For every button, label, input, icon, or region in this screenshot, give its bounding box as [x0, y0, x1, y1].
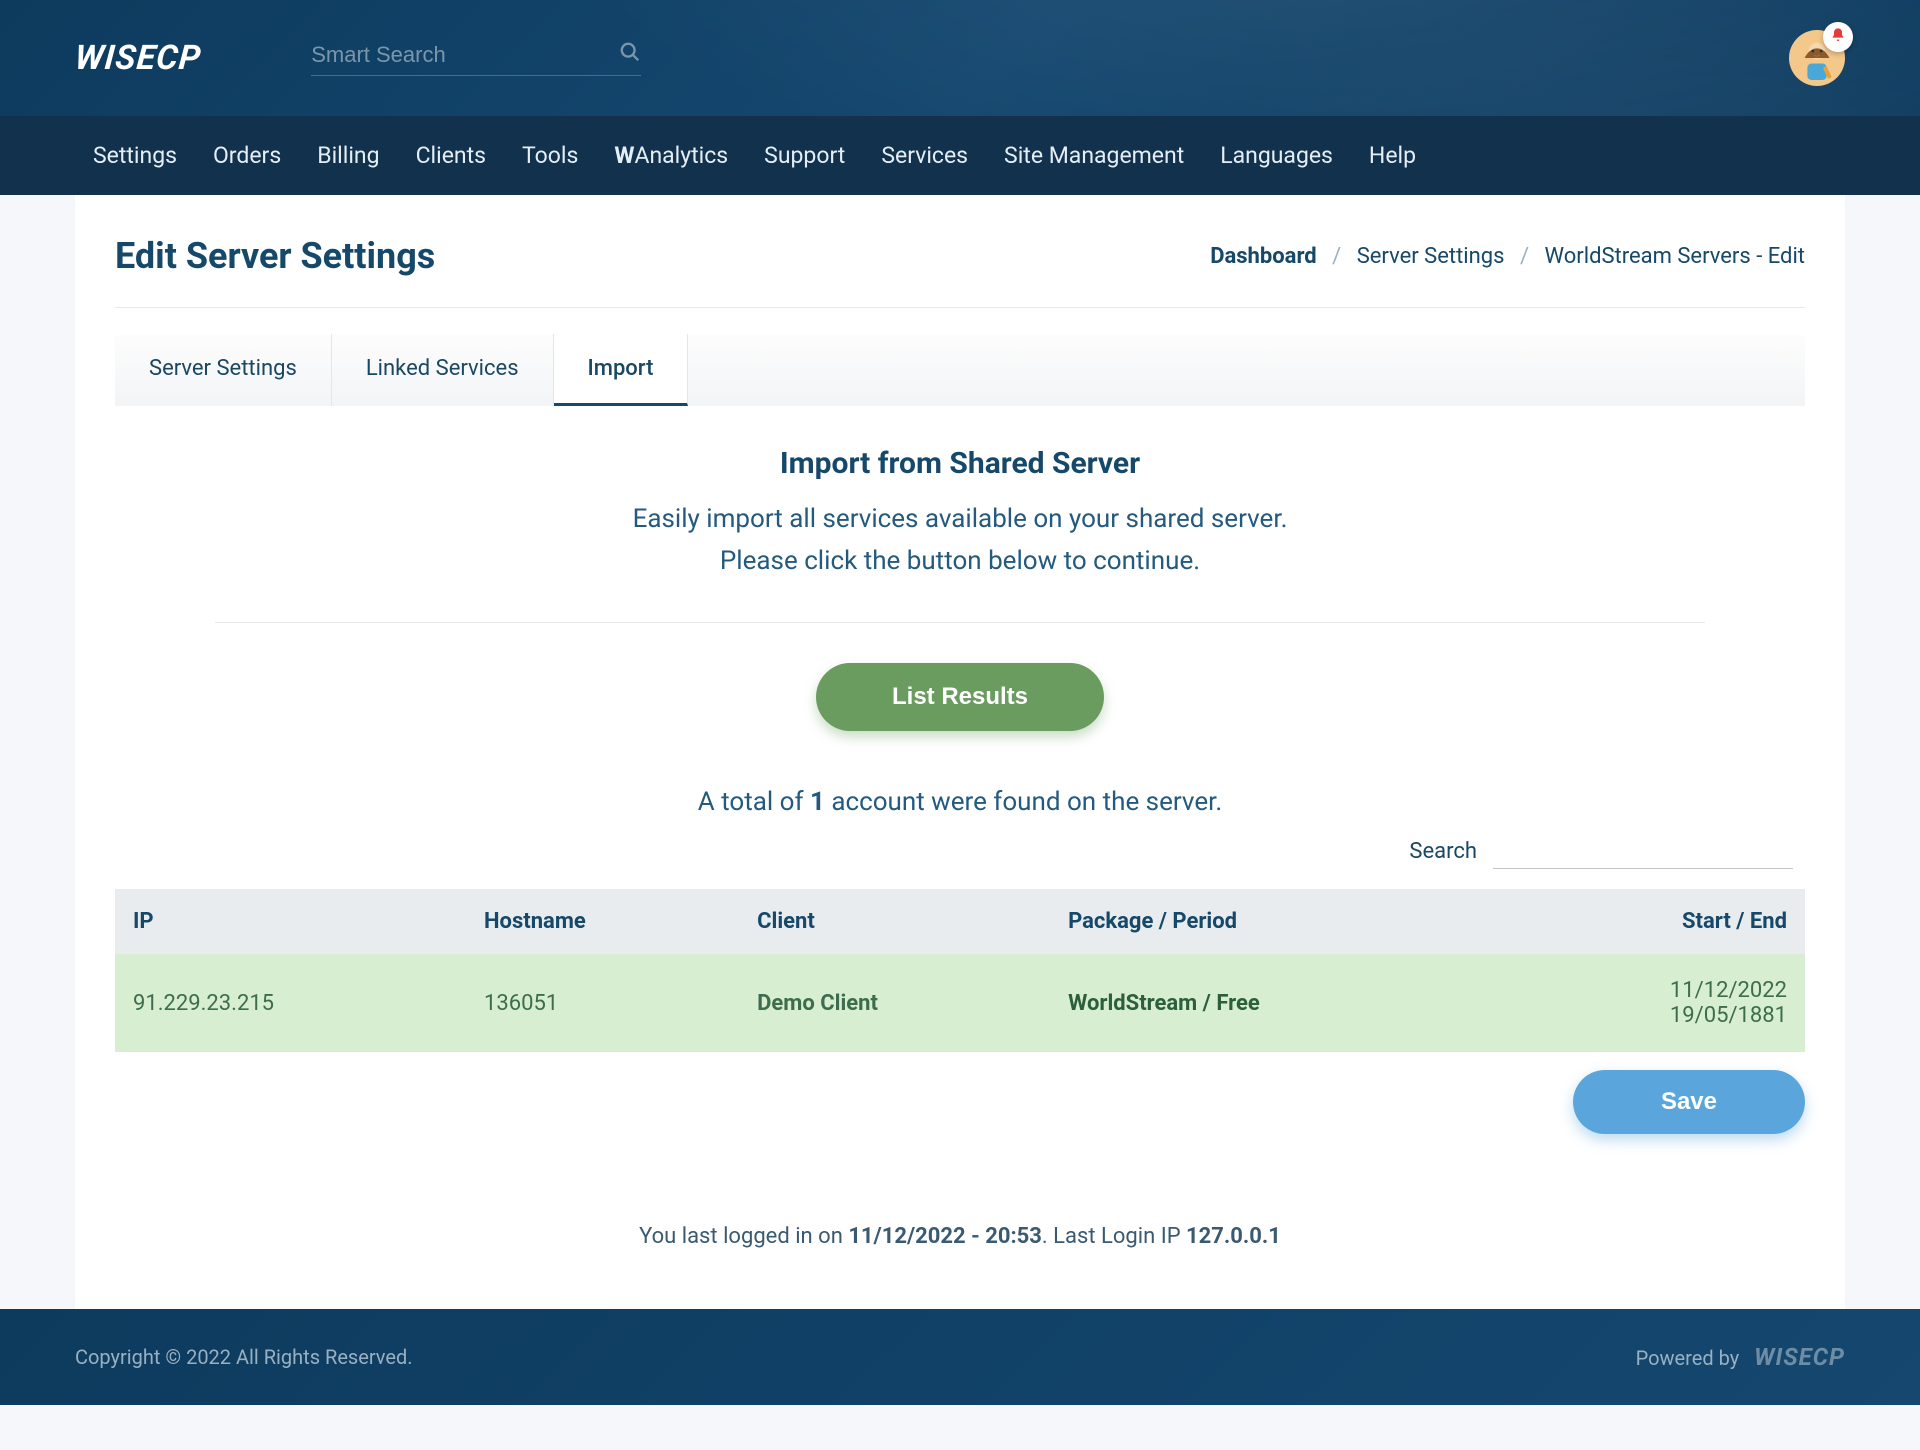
page-content: Edit Server Settings Dashboard / Server …	[75, 195, 1845, 1309]
cell-end: 19/05/1881	[1670, 1003, 1787, 1028]
save-row: Save	[115, 1070, 1805, 1134]
nav-orders[interactable]: Orders	[195, 116, 299, 195]
top-header: WISECP	[0, 0, 1920, 195]
nav-clients[interactable]: Clients	[398, 116, 504, 195]
table-search-input[interactable]	[1493, 833, 1793, 869]
page-header-row: Edit Server Settings Dashboard / Server …	[115, 235, 1805, 308]
nav-wanalytics-prefix: W	[614, 142, 634, 169]
notification-badge[interactable]	[1823, 22, 1853, 52]
import-desc-line2: Please click the button below to continu…	[720, 546, 1200, 576]
search-input[interactable]	[311, 42, 619, 68]
top-bar: WISECP	[0, 0, 1920, 116]
import-section: Import from Shared Server Easily import …	[115, 406, 1805, 817]
nav-tools[interactable]: Tools	[504, 116, 596, 195]
nav-support[interactable]: Support	[746, 116, 863, 195]
footer-powered-label: Powered by	[1636, 1346, 1740, 1370]
table-header-row: IP Hostname Client Package / Period Star…	[115, 889, 1805, 954]
footer-powered: Powered by WISECP	[1636, 1343, 1845, 1371]
breadcrumb-current[interactable]: WorldStream Servers - Edit	[1545, 244, 1805, 269]
table-search-label: Search	[1409, 839, 1477, 864]
login-info: You last logged in on 11/12/2022 - 20:53…	[115, 1224, 1805, 1249]
divider	[215, 622, 1705, 623]
user-avatar-wrap[interactable]	[1789, 30, 1845, 86]
login-prefix: You last logged in on	[639, 1224, 848, 1249]
nav-settings[interactable]: Settings	[75, 116, 195, 195]
footer-brand-logo[interactable]: WISECP	[1754, 1343, 1845, 1371]
nav-wanalytics[interactable]: WAnalytics	[596, 116, 746, 195]
table-search-row: Search	[115, 833, 1805, 869]
cell-package: WorldStream / Free	[1050, 954, 1501, 1052]
search-wrap	[311, 41, 641, 76]
import-title: Import from Shared Server	[115, 446, 1805, 481]
breadcrumb-dashboard[interactable]: Dashboard	[1210, 244, 1317, 269]
breadcrumb-server-settings[interactable]: Server Settings	[1357, 244, 1505, 269]
nav-site-management[interactable]: Site Management	[986, 116, 1202, 195]
result-suffix: account were found on the server.	[825, 787, 1222, 817]
nav-languages[interactable]: Languages	[1202, 116, 1351, 195]
breadcrumb: Dashboard / Server Settings / WorldStrea…	[1210, 244, 1805, 269]
cell-client[interactable]: Demo Client	[739, 954, 1050, 1052]
cell-ip: 91.229.23.215	[115, 954, 466, 1052]
login-ip: 127.0.0.1	[1186, 1224, 1281, 1249]
col-hostname[interactable]: Hostname	[466, 889, 739, 954]
tabs-row: Server Settings Linked Services Import	[115, 334, 1805, 406]
table-row[interactable]: 91.229.23.215 136051 Demo Client WorldSt…	[115, 954, 1805, 1052]
col-client[interactable]: Client	[739, 889, 1050, 954]
tab-server-settings[interactable]: Server Settings	[115, 334, 332, 406]
col-package[interactable]: Package / Period	[1050, 889, 1501, 954]
breadcrumb-sep: /	[1520, 244, 1529, 269]
results-table: IP Hostname Client Package / Period Star…	[115, 889, 1805, 1052]
brand-logo[interactable]: WISECP	[73, 38, 203, 78]
save-button[interactable]: Save	[1573, 1070, 1805, 1134]
main-nav: Settings Orders Billing Clients Tools WA…	[0, 116, 1920, 195]
result-prefix: A total of	[698, 787, 810, 817]
cell-start: 11/12/2022	[1670, 978, 1787, 1003]
result-count: A total of 1 account were found on the s…	[115, 787, 1805, 817]
nav-help[interactable]: Help	[1351, 116, 1434, 195]
col-startend[interactable]: Start / End	[1501, 889, 1805, 954]
result-count-number: 1	[810, 787, 825, 817]
bell-icon	[1830, 27, 1846, 47]
nav-services[interactable]: Services	[863, 116, 986, 195]
cell-startend: 11/12/2022 19/05/1881	[1501, 954, 1805, 1052]
nav-billing[interactable]: Billing	[299, 116, 397, 195]
cell-hostname: 136051	[466, 954, 739, 1052]
search-icon[interactable]	[619, 41, 641, 69]
page-title: Edit Server Settings	[115, 235, 435, 277]
login-ip-prefix: . Last Login IP	[1042, 1224, 1186, 1249]
col-ip[interactable]: IP	[115, 889, 466, 954]
footer-copyright: Copyright © 2022 All Rights Reserved.	[75, 1345, 413, 1369]
breadcrumb-sep: /	[1332, 244, 1341, 269]
import-description: Easily import all services available on …	[115, 499, 1805, 582]
nav-wanalytics-label: Analytics	[634, 142, 728, 169]
login-datetime: 11/12/2022 - 20:53	[848, 1224, 1042, 1249]
import-desc-line1: Easily import all services available on …	[633, 504, 1288, 534]
tab-import[interactable]: Import	[554, 334, 689, 406]
tab-linked-services[interactable]: Linked Services	[332, 334, 554, 406]
footer: Copyright © 2022 All Rights Reserved. Po…	[0, 1309, 1920, 1405]
list-results-button[interactable]: List Results	[816, 663, 1104, 731]
